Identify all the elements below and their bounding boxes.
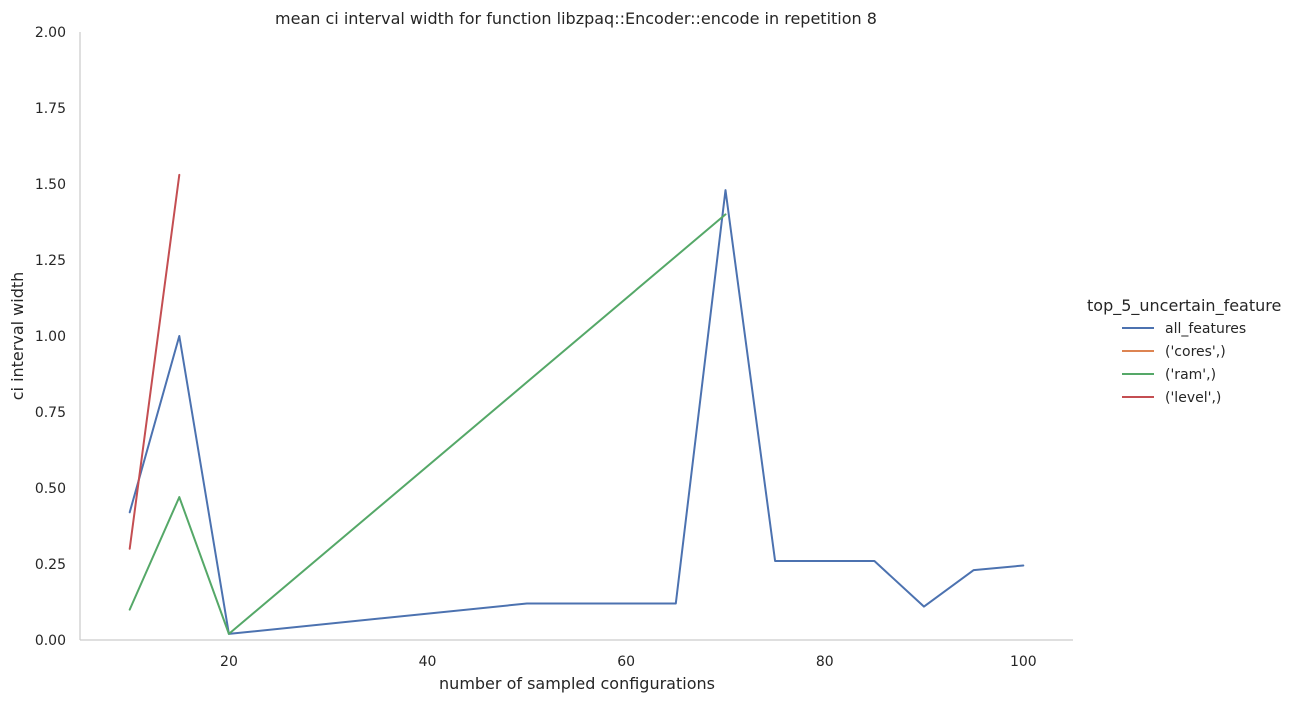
- legend-title: top_5_uncertain_feature: [1087, 296, 1281, 316]
- legend-label-ram: ('ram',): [1165, 367, 1216, 383]
- x-tick-labels: 20 40 60 80 100: [220, 654, 1037, 670]
- y-axis-label: ci interval width: [8, 272, 27, 401]
- y-tick-label: 0.75: [35, 405, 66, 421]
- y-tick-labels: 0.00 0.25 0.50 0.75 1.00 1.25 1.50 1.75 2.00: [35, 25, 66, 649]
- x-tick-label: 100: [1010, 654, 1037, 670]
- legend-label-cores: ('cores',): [1165, 344, 1226, 360]
- series-line-ram: [128, 213, 727, 635]
- y-tick-label: 2.00: [35, 25, 66, 41]
- x-tick-label: 60: [617, 654, 635, 670]
- x-axis-label: number of sampled configurations: [439, 674, 715, 693]
- x-tick-label: 40: [419, 654, 437, 670]
- y-tick-label: 1.00: [35, 329, 66, 345]
- y-tick-label: 1.25: [35, 253, 66, 269]
- legend-label-level: ('level',): [1165, 390, 1221, 406]
- x-tick-label: 80: [816, 654, 834, 670]
- x-tick-label: 20: [220, 654, 238, 670]
- y-tick-label: 0.00: [35, 633, 66, 649]
- y-tick-label: 1.50: [35, 177, 66, 193]
- series-line-level: [128, 173, 181, 550]
- legend-label-all-features: all_features: [1165, 321, 1246, 337]
- legend-items: all_features ('cores',) ('ram',) ('level',): [1122, 321, 1246, 406]
- y-tick-label: 0.25: [35, 557, 66, 573]
- series-lines: [128, 173, 1025, 635]
- plot-area: 0.00 0.25 0.50 0.75 1.00 1.25 1.50 1.75 2.00 20 4…: [35, 25, 1073, 670]
- legend: top_5_uncertain_feature all_features ('co…: [1087, 296, 1281, 406]
- series-line-all-features: [128, 189, 1025, 635]
- y-tick-label: 1.75: [35, 101, 66, 117]
- chart-title: mean ci interval width for function libz…: [275, 9, 877, 28]
- y-tick-label: 0.50: [35, 481, 66, 497]
